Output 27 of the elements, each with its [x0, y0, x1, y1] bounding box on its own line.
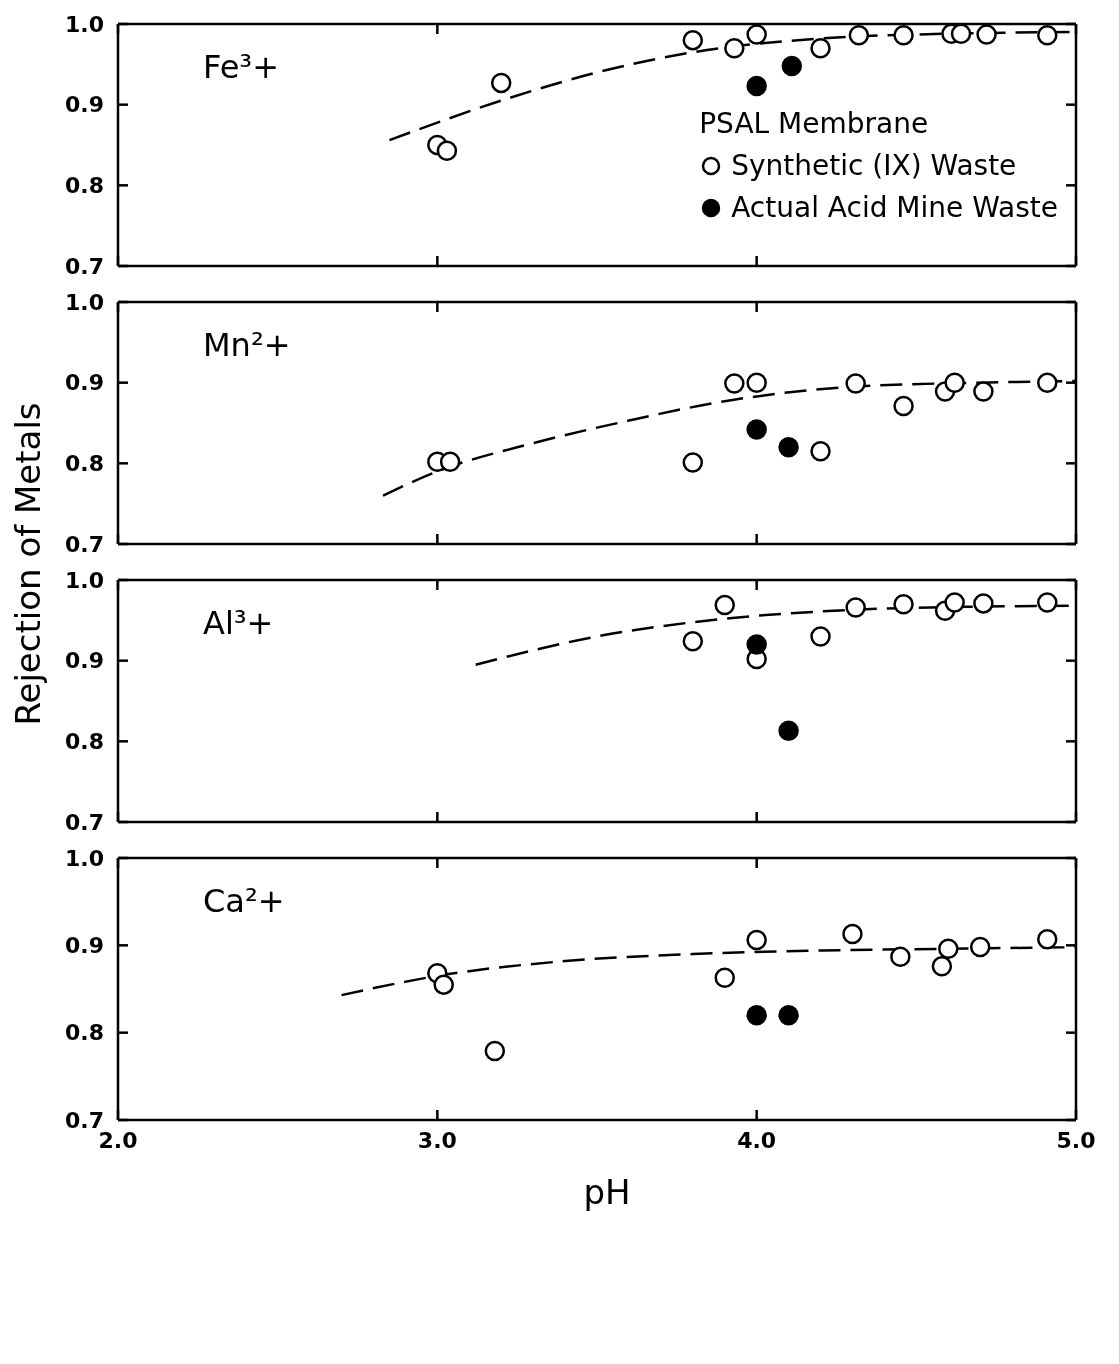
x-tick-label: 4.0: [737, 1127, 777, 1153]
y-tick-label: 0.7: [65, 809, 104, 835]
y-tick-label: 0.8: [65, 1020, 104, 1046]
text: Fe³+: [203, 48, 279, 86]
x-tick-label: 3.0: [417, 1127, 457, 1153]
legend-label: Synthetic (IX) Waste: [731, 148, 1017, 184]
y-tick-label: 1.0: [65, 567, 104, 593]
text: Mn²+: [203, 326, 291, 364]
legend-title: PSAL Membrane: [699, 106, 930, 142]
y-axis-title: Rejection of Metals: [8, 401, 48, 728]
y-tick-label: 0.9: [65, 92, 104, 118]
y-tick-label: 0.8: [65, 729, 104, 755]
y-tick-label: 1.0: [65, 289, 104, 315]
y-tick-label: 0.9: [65, 648, 104, 674]
y-tick-label: 0.8: [65, 451, 104, 477]
legend-label: Actual Acid Mine Waste: [731, 190, 1058, 226]
y-tick-label: 1.0: [65, 11, 104, 37]
y-tick-label: 0.9: [65, 933, 104, 959]
y-tick-label: 0.9: [65, 370, 104, 396]
y-tick-label: 1.0: [65, 845, 104, 871]
x-axis-title: pH: [582, 1172, 632, 1212]
y-tick-label: 0.7: [65, 253, 104, 279]
text: Al³+: [203, 604, 274, 642]
y-tick-label: 0.8: [65, 173, 104, 199]
y-tick-label: 0.7: [65, 531, 104, 557]
text: Ca²+: [203, 882, 285, 920]
x-tick-label: 5.0: [1056, 1127, 1096, 1153]
